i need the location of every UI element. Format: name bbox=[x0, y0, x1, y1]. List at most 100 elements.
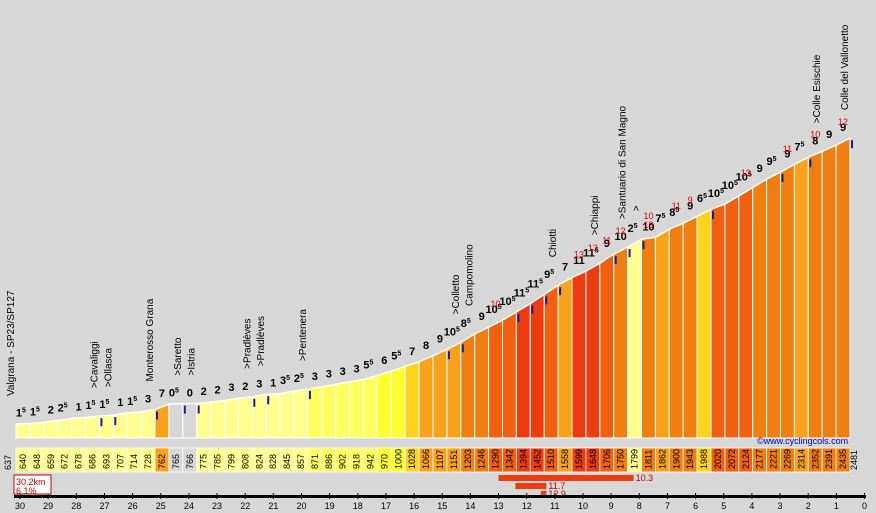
altitude-label: 714 bbox=[129, 454, 139, 469]
place-label: Colle del Vallonetto bbox=[840, 24, 851, 110]
km-tick-label: 8 bbox=[637, 501, 642, 511]
segment-fill bbox=[43, 419, 59, 439]
segment-fill bbox=[29, 421, 45, 439]
half-mark: 5 bbox=[550, 269, 554, 276]
gradient-label: 2 bbox=[48, 405, 54, 417]
altitude-label: 857 bbox=[296, 454, 306, 469]
km-tick-label: 22 bbox=[240, 501, 250, 511]
small-gradient-ticks bbox=[100, 140, 853, 427]
gradient-label: 9 bbox=[687, 200, 693, 212]
altitude-label: 824 bbox=[254, 454, 264, 469]
gradient-label: 9 bbox=[479, 311, 485, 323]
place-label: >Saretto bbox=[173, 337, 184, 376]
place-label: Valgrana - SP23/SP127 bbox=[6, 290, 17, 396]
altitude-label: 1151 bbox=[449, 450, 459, 469]
altitude-label: 707 bbox=[115, 454, 125, 469]
gradient-label: 95 bbox=[544, 269, 554, 281]
segment-fill bbox=[515, 302, 531, 439]
axis-bar bbox=[14, 495, 866, 498]
altitude-label: 1558 bbox=[560, 449, 570, 469]
altitude-label: 2177 bbox=[755, 449, 765, 469]
altitude-label: 1799 bbox=[630, 449, 640, 469]
gradient-label: 1 bbox=[117, 397, 123, 409]
place-label: >Pradlèves bbox=[256, 316, 267, 366]
altitude-label: 799 bbox=[226, 454, 236, 469]
gradient-label: 105 bbox=[485, 304, 501, 316]
gradient-label: 35 bbox=[280, 375, 290, 387]
segment-fill bbox=[335, 381, 351, 439]
km-tick-label: 13 bbox=[494, 501, 504, 511]
max-gradient-label: 10 bbox=[810, 129, 820, 139]
altitude-label: 886 bbox=[324, 454, 334, 469]
km-axis: 30 29 28 27 26 25 24 23 22 21 20 19 18 17 16 15 14 13 12 11… bbox=[14, 493, 867, 511]
altitude-label: 766 bbox=[185, 454, 195, 469]
altitude-label: 678 bbox=[74, 454, 84, 469]
km-tick-label: 12 bbox=[522, 501, 532, 511]
altitude-label: 2072 bbox=[727, 449, 737, 469]
half-mark: 5 bbox=[720, 188, 724, 195]
segment-fill bbox=[710, 203, 726, 439]
segment-fill bbox=[752, 178, 768, 439]
segment-fill bbox=[668, 222, 684, 439]
segment-fill bbox=[432, 348, 448, 439]
max-gradient-label: 11 bbox=[602, 235, 611, 245]
altitude-label: 1246 bbox=[477, 449, 487, 469]
max-gradient-label: 13 bbox=[741, 168, 751, 178]
gradient-label: 3 bbox=[145, 394, 151, 406]
max-gradient-label: 11 bbox=[783, 144, 792, 154]
altitude-label: 1066 bbox=[421, 449, 431, 469]
place-label: > bbox=[632, 205, 643, 211]
altitude-label: 1290 bbox=[491, 449, 501, 469]
segment-fill bbox=[807, 150, 823, 439]
segment-fill bbox=[641, 236, 656, 439]
half-mark: 5 bbox=[703, 193, 707, 200]
place-label: >Istria bbox=[187, 348, 198, 376]
altitude-label: 1648 bbox=[588, 449, 598, 469]
segment-fill bbox=[835, 137, 851, 439]
segment-fill bbox=[210, 399, 225, 439]
gradient-label: 9 bbox=[604, 238, 610, 250]
place-label: >Ollasca bbox=[103, 347, 114, 387]
km-tick-label: 20 bbox=[296, 501, 306, 511]
gradient-label: 3 bbox=[326, 368, 332, 380]
gradient-label: 15 bbox=[30, 406, 40, 418]
place-label: Chiotti bbox=[548, 229, 559, 257]
max-gradient-label: 12 bbox=[616, 226, 626, 236]
km-tick-label: 17 bbox=[381, 501, 391, 511]
altitude-label: 785 bbox=[213, 454, 223, 469]
segment-fill bbox=[738, 186, 754, 439]
gradient-label: 3 bbox=[353, 363, 359, 375]
segment-fill bbox=[543, 284, 559, 439]
gradient-label: 105 bbox=[444, 326, 460, 338]
gradient-label: 2 bbox=[242, 381, 248, 393]
km-tick-label: 29 bbox=[43, 501, 53, 511]
altitude-label: 1028 bbox=[407, 449, 417, 469]
gradient-label: 15 bbox=[127, 396, 137, 408]
half-mark: 5 bbox=[675, 207, 679, 214]
km-tick-label: 16 bbox=[409, 501, 419, 511]
km-tick-label: 7 bbox=[665, 501, 670, 511]
profile-fills bbox=[15, 137, 851, 439]
half-mark: 5 bbox=[773, 156, 777, 163]
segment-fill bbox=[418, 355, 434, 439]
steep-bar bbox=[498, 475, 634, 481]
half-mark: 5 bbox=[105, 399, 109, 406]
altitude-label: 775 bbox=[199, 454, 209, 469]
km-tick-label: 1 bbox=[834, 501, 839, 511]
half-mark: 5 bbox=[64, 402, 68, 409]
altitude-label: 902 bbox=[338, 454, 348, 469]
km-tick-label: 26 bbox=[128, 501, 138, 511]
altitude-label: 1706 bbox=[602, 449, 612, 469]
end-altitude: 2481 bbox=[849, 450, 859, 470]
place-label: >Pradlèves bbox=[242, 318, 253, 368]
altitude-label: 2269 bbox=[782, 449, 792, 469]
km-tick-label: 23 bbox=[212, 501, 222, 511]
altitude-label: 1900 bbox=[671, 449, 681, 469]
segment-fill bbox=[724, 194, 740, 439]
place-label: Colle della Fauniera bbox=[0, 0, 89, 3]
segment-fill bbox=[71, 416, 86, 439]
segment-fill bbox=[627, 238, 642, 439]
km-tick-label: 11 bbox=[550, 501, 559, 511]
segment-fill bbox=[140, 408, 156, 439]
